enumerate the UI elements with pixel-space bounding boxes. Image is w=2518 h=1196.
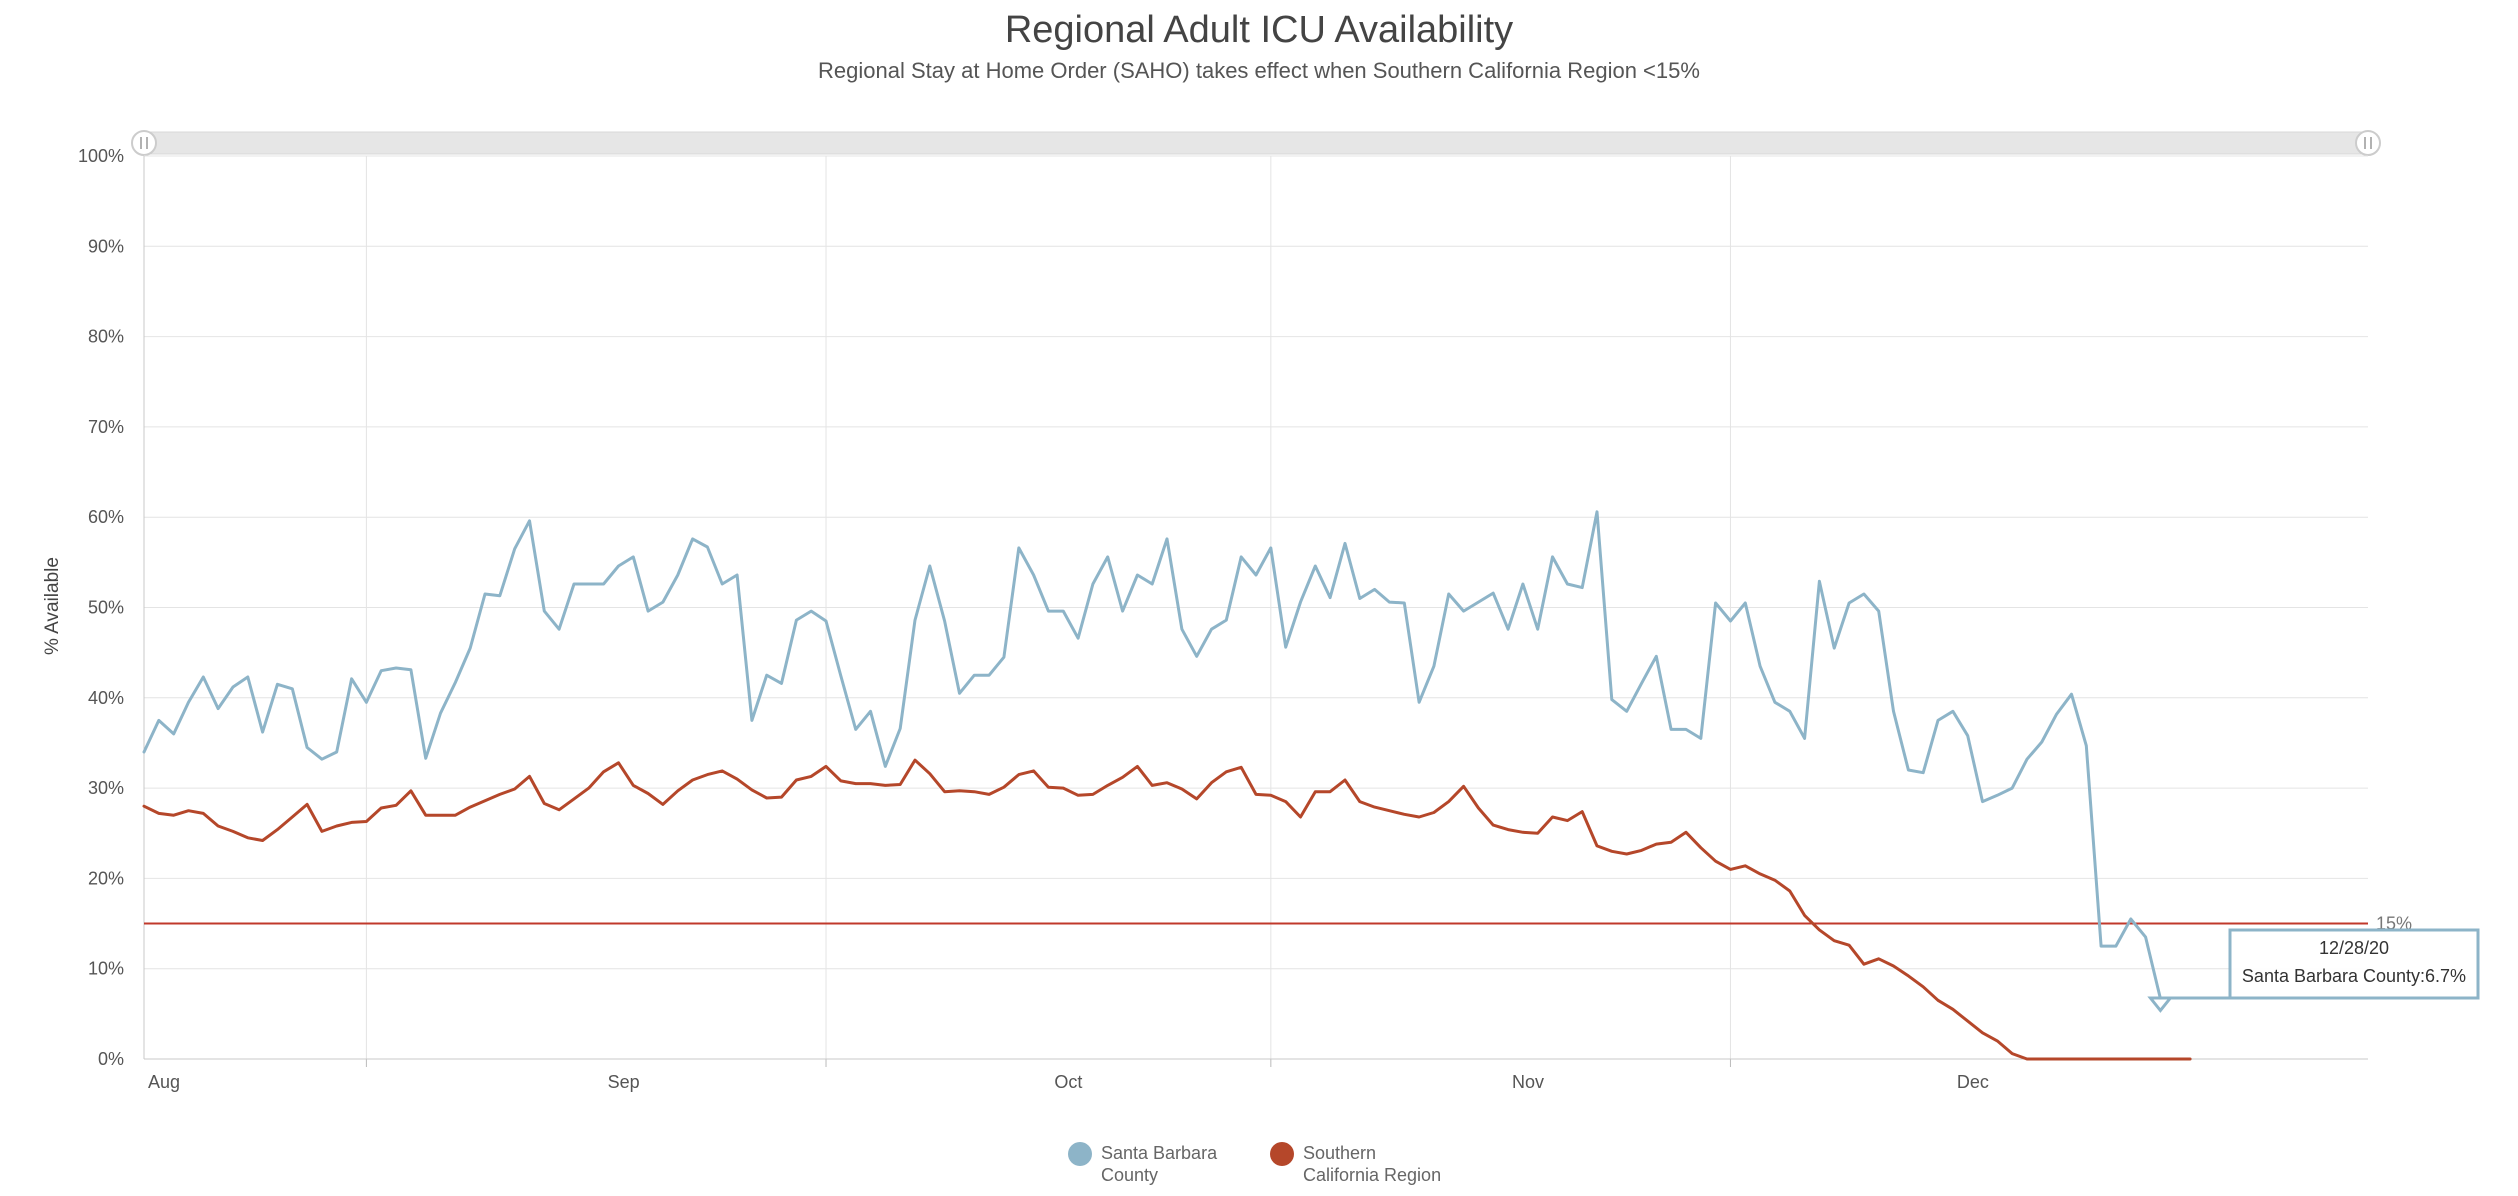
- legend-label: Southern: [1303, 1143, 1376, 1163]
- chart-subtitle: Regional Stay at Home Order (SAHO) takes…: [818, 58, 1700, 83]
- y-tick-label: 70%: [88, 417, 124, 437]
- legend-label: County: [1101, 1165, 1158, 1185]
- x-tick-label: Dec: [1957, 1072, 1989, 1092]
- y-tick-label: 20%: [88, 868, 124, 888]
- y-axis: 0% 10% 20% 30% 40% 50% 60% 70% 80% 90% 100%: [78, 146, 124, 1069]
- range-handle-left[interactable]: [131, 130, 157, 156]
- y-tick-label: 100%: [78, 146, 124, 166]
- reference-line-group: 15%: [144, 914, 2412, 934]
- grid: [143, 155, 2368, 1067]
- series-line: [142, 758, 2192, 1061]
- chart-title: Regional Adult ICU Availability: [1005, 9, 1513, 51]
- y-tick-label: 50%: [88, 598, 124, 618]
- series-group: [142, 510, 2192, 1061]
- range-navigator-bar[interactable]: [143, 131, 2369, 155]
- tooltip: 12/28/20 Santa Barbara County:6.7%: [2147, 928, 2480, 1013]
- tooltip-date: 12/28/20: [2319, 938, 2389, 958]
- y-tick-label: 80%: [88, 327, 124, 347]
- tooltip-box: [2147, 928, 2480, 1013]
- y-axis-label: % Available: [42, 557, 63, 655]
- legend-marker: [1270, 1142, 1294, 1166]
- legend-marker: [1068, 1142, 1092, 1166]
- x-tick-label: Oct: [1054, 1072, 1082, 1092]
- y-tick-label: 60%: [88, 507, 124, 527]
- y-tick-label: 10%: [88, 959, 124, 979]
- series-line: [142, 510, 2162, 1000]
- x-axis: Aug Sep Oct Nov Dec: [148, 1072, 1989, 1092]
- tooltip-value: Santa Barbara County:6.7%: [2242, 966, 2466, 986]
- x-tick-label: Aug: [148, 1072, 180, 1092]
- legend-label: Santa Barbara: [1101, 1143, 1218, 1163]
- legend-label: California Region: [1303, 1165, 1441, 1185]
- range-handle-right[interactable]: [2355, 130, 2381, 156]
- y-tick-label: 90%: [88, 236, 124, 256]
- y-tick-label: 0%: [98, 1049, 124, 1069]
- x-tick-label: Sep: [608, 1072, 640, 1092]
- y-tick-label: 30%: [88, 778, 124, 798]
- x-tick-label: Nov: [1512, 1072, 1544, 1092]
- y-tick-label: 40%: [88, 688, 124, 708]
